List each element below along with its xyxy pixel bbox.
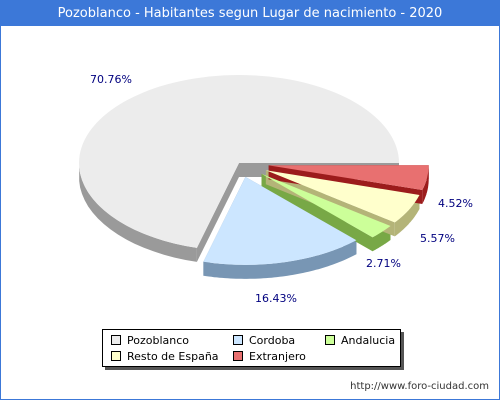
legend-label-andalucia: Andalucia: [341, 334, 396, 347]
pie-slice-extranjero: [268, 165, 429, 190]
pie-label-pozoblanco: 70.76%: [90, 73, 132, 86]
pie-slice-andalucia: [261, 173, 391, 238]
pie-slice-side-cordoba: [203, 240, 357, 279]
legend-item-cordoba: Cordoba: [233, 334, 295, 348]
pie-slice-side-extranjero: [422, 165, 429, 204]
legend-swatch-resto-de-espana: [111, 351, 121, 361]
legend-swatch-andalucia: [325, 335, 335, 345]
pie-slice-cordoba: [203, 176, 357, 265]
legend-label-resto-de-espana: Resto de España: [127, 350, 219, 363]
legend: Pozoblanco Cordoba Andalucia Resto de Es…: [102, 329, 401, 367]
source-url: http://www.foro-ciudad.com: [350, 381, 489, 392]
legend-item-andalucia: Andalucia: [325, 334, 395, 348]
legend-swatch-extranjero: [233, 351, 243, 361]
chart-title: Pozoblanco - Habitantes segun Lugar de n…: [1, 1, 499, 26]
pie-slice-edge-pozoblanco-1: [196, 163, 239, 262]
pie-label-cordoba: 16.43%: [255, 292, 297, 305]
legend-label-cordoba: Cordoba: [249, 334, 296, 347]
legend-item-resto-de-espana: Resto de España: [111, 350, 219, 364]
legend-label-pozoblanco: Pozoblanco: [127, 334, 190, 347]
pie-slice-side-pozoblanco-0: [79, 167, 197, 262]
pie-slice-pozoblanco: [78, 75, 399, 248]
legend-swatch-pozoblanco: [111, 335, 121, 345]
pie-label-resto-de-espana: 5.57%: [420, 232, 455, 245]
pie-label-extranjero: 4.52%: [438, 197, 473, 210]
pie-slice-resto-de-espana: [265, 170, 420, 223]
legend-label-extranjero: Extranjero: [249, 350, 306, 363]
legend-swatch-cordoba: [233, 335, 243, 345]
pie-label-andalucia: 2.71%: [366, 257, 401, 270]
legend-item-extranjero: Extranjero: [233, 350, 306, 364]
legend-item-pozoblanco: Pozoblanco: [111, 334, 189, 348]
